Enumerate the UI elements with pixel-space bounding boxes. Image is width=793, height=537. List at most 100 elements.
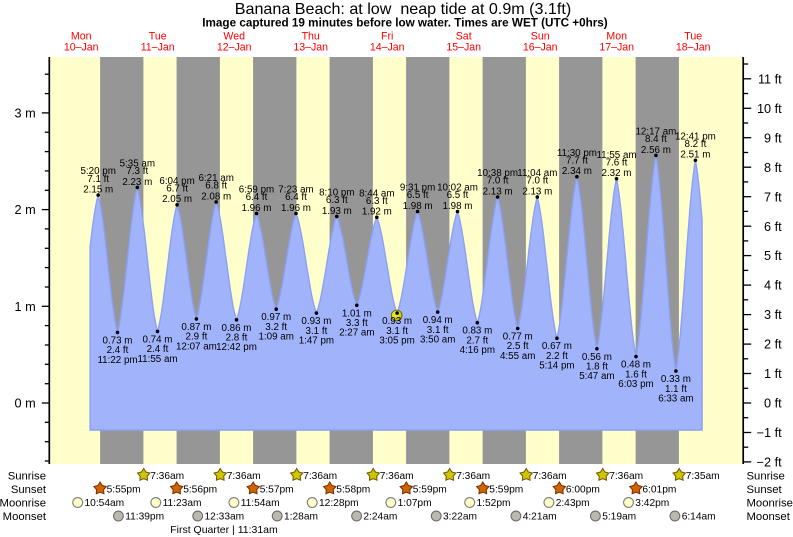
svg-text:6.3 ft: 6.3 ft (366, 196, 388, 207)
svg-text:Sat: Sat (456, 31, 472, 43)
svg-text:3:22am: 3:22am (443, 512, 477, 523)
svg-text:1:47 pm: 1:47 pm (299, 336, 334, 347)
svg-text:6 ft: 6 ft (764, 220, 782, 234)
svg-text:2 m: 2 m (15, 203, 36, 217)
svg-text:11:23am: 11:23am (163, 498, 202, 509)
svg-text:2.9 ft: 2.9 ft (186, 332, 208, 343)
svg-text:1.92 m: 1.92 m (362, 207, 392, 218)
svg-text:0.74 m: 0.74 m (143, 334, 173, 345)
svg-text:14–Jan: 14–Jan (370, 42, 405, 54)
svg-text:Sunrise: Sunrise (8, 471, 46, 483)
svg-text:5:19am: 5:19am (602, 512, 636, 523)
svg-text:7.7 ft: 7.7 ft (566, 155, 588, 166)
svg-text:0.94 m: 0.94 m (423, 315, 453, 326)
svg-text:Moonset: Moonset (3, 511, 47, 523)
svg-text:4:16 pm: 4:16 pm (460, 345, 495, 356)
svg-text:Thu: Thu (302, 31, 320, 43)
svg-text:2.2 ft: 2.2 ft (546, 351, 568, 362)
svg-text:11–Jan: 11–Jan (141, 42, 175, 54)
svg-text:0.67 m: 0.67 m (542, 341, 572, 352)
svg-text:6.4 ft: 6.4 ft (246, 192, 268, 203)
svg-text:Sunrise: Sunrise (747, 471, 785, 483)
svg-text:12–Jan: 12–Jan (217, 42, 252, 54)
svg-text:11:55 am: 11:55 am (596, 150, 636, 161)
svg-text:7.6 ft: 7.6 ft (606, 157, 628, 168)
svg-text:10:54am: 10:54am (85, 498, 125, 509)
svg-text:1.93 m: 1.93 m (322, 206, 352, 217)
svg-text:Mon: Mon (606, 31, 627, 43)
svg-text:5:58pm: 5:58pm (336, 485, 370, 496)
svg-text:3.3 ft: 3.3 ft (346, 318, 368, 329)
svg-text:8:44 am: 8:44 am (359, 188, 394, 199)
svg-text:−2 ft: −2 ft (757, 456, 783, 470)
svg-text:0.87 m: 0.87 m (181, 322, 211, 333)
svg-text:0.93 m: 0.93 m (301, 316, 331, 327)
svg-text:Sunset: Sunset (11, 484, 47, 496)
svg-text:1.1 ft: 1.1 ft (665, 384, 687, 395)
svg-text:6.4 ft: 6.4 ft (285, 192, 307, 203)
svg-text:1.98 m: 1.98 m (403, 201, 433, 212)
svg-text:2.13 m: 2.13 m (483, 186, 513, 197)
svg-text:5:47 am: 5:47 am (579, 371, 614, 382)
svg-text:12:07 am: 12:07 am (176, 341, 217, 352)
svg-text:7:36am: 7:36am (456, 471, 490, 482)
svg-text:12:42 pm: 12:42 pm (216, 342, 257, 353)
svg-text:3.1 ft: 3.1 ft (386, 326, 408, 337)
svg-text:0.48 m: 0.48 m (621, 360, 651, 371)
svg-text:3 ft: 3 ft (764, 308, 782, 322)
svg-text:11:30 pm: 11:30 pm (557, 148, 597, 159)
svg-text:6:59 pm: 6:59 pm (239, 185, 274, 196)
svg-text:6:14am: 6:14am (682, 512, 716, 523)
svg-text:7:36am: 7:36am (380, 471, 414, 482)
svg-text:3.1 ft: 3.1 ft (427, 325, 449, 336)
svg-text:2:27 am: 2:27 am (339, 328, 374, 339)
svg-text:11:55 am: 11:55 am (137, 354, 177, 365)
svg-text:1.01 m: 1.01 m (342, 308, 372, 319)
svg-text:7:36am: 7:36am (609, 471, 643, 482)
svg-text:Wed: Wed (223, 31, 245, 43)
svg-text:2.08 m: 2.08 m (201, 191, 231, 202)
svg-text:1 ft: 1 ft (764, 367, 782, 381)
svg-text:2.15 m: 2.15 m (83, 185, 113, 196)
svg-text:0.73 m: 0.73 m (103, 335, 133, 346)
svg-text:Moonset: Moonset (747, 511, 791, 523)
svg-text:7 ft: 7 ft (764, 190, 782, 204)
svg-text:Moonrise: Moonrise (747, 498, 793, 510)
svg-text:1:52pm: 1:52pm (477, 498, 511, 509)
svg-text:7:36am: 7:36am (227, 471, 261, 482)
svg-text:2.7 ft: 2.7 ft (466, 335, 488, 346)
svg-text:Image captured 19 minutes befo: Image captured 19 minutes before low wat… (202, 17, 608, 30)
svg-text:3.2 ft: 3.2 ft (265, 322, 287, 333)
svg-text:1:09 am: 1:09 am (258, 332, 293, 343)
svg-text:3:05 pm: 3:05 pm (379, 336, 414, 347)
svg-text:7.0 ft: 7.0 ft (487, 176, 509, 187)
svg-text:0 m: 0 m (15, 397, 36, 411)
svg-text:7.0 ft: 7.0 ft (526, 176, 548, 187)
svg-text:11:54am: 11:54am (241, 498, 280, 509)
svg-text:12:33am: 12:33am (205, 512, 245, 523)
svg-text:7.3 ft: 7.3 ft (126, 166, 148, 177)
svg-text:4:55 am: 4:55 am (500, 351, 535, 362)
svg-text:10:02 am: 10:02 am (437, 183, 478, 194)
svg-text:2.4 ft: 2.4 ft (107, 345, 129, 356)
svg-text:11:22 pm: 11:22 pm (97, 355, 137, 366)
svg-text:16–Jan: 16–Jan (523, 42, 558, 54)
svg-text:12:41 pm: 12:41 pm (675, 131, 716, 142)
svg-text:2.8 ft: 2.8 ft (226, 333, 248, 344)
svg-text:8 ft: 8 ft (764, 161, 782, 175)
svg-text:3 m: 3 m (15, 107, 36, 121)
svg-text:5:56pm: 5:56pm (183, 485, 217, 496)
svg-text:6.7 ft: 6.7 ft (166, 184, 188, 195)
svg-text:10–Jan: 10–Jan (64, 42, 99, 54)
svg-text:5:55pm: 5:55pm (107, 485, 141, 496)
svg-text:5:59pm: 5:59pm (413, 485, 447, 496)
svg-text:0.93 m: 0.93 m (382, 316, 412, 327)
svg-text:6:01pm: 6:01pm (642, 485, 676, 496)
svg-text:Fri: Fri (381, 31, 393, 43)
svg-text:0.97 m: 0.97 m (261, 312, 291, 323)
svg-text:17–Jan: 17–Jan (599, 42, 634, 54)
svg-text:1.96 m: 1.96 m (281, 203, 311, 214)
svg-text:5 ft: 5 ft (764, 249, 782, 263)
svg-text:6:04 pm: 6:04 pm (159, 176, 194, 187)
svg-text:2.05 m: 2.05 m (162, 194, 192, 205)
